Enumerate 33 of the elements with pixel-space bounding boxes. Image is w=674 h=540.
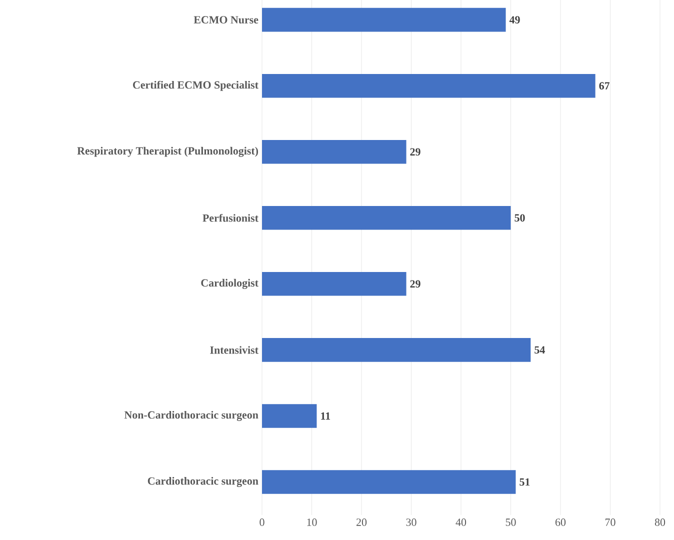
x-tick-label: 0 (260, 518, 264, 526)
x-tick-label: 40 (456, 518, 466, 526)
y-tick-label: Respiratory Therapist (Pulmonologist) (77, 146, 258, 157)
bar (262, 272, 406, 296)
y-tick-label: Perfusionist (202, 214, 258, 222)
bar (262, 338, 531, 362)
data-label: 54 (534, 346, 545, 354)
data-label: 29 (410, 148, 420, 156)
data-label: 11 (321, 412, 330, 420)
bar (262, 74, 596, 98)
y-tick-label: Certified ECMO Specialist (133, 80, 258, 91)
y-tick-label: Intensivist (210, 346, 258, 354)
bar (262, 470, 516, 494)
x-tick-label: 30 (406, 518, 416, 526)
x-tick-label: 10 (307, 518, 317, 526)
data-label: 51 (520, 478, 530, 486)
y-tick-label: Cardiothoracic surgeon (148, 476, 258, 488)
data-label: 50 (514, 214, 525, 222)
x-tick-label: 50 (506, 518, 516, 526)
x-tick-label: 60 (555, 518, 566, 526)
bar (262, 404, 317, 428)
x-tick-label: 80 (654, 518, 666, 526)
x-tick-label: 20 (356, 518, 367, 526)
data-label: 49 (509, 16, 520, 24)
bar (262, 206, 511, 230)
bar (262, 140, 406, 164)
bar (262, 8, 506, 32)
data-label: 67 (599, 82, 610, 90)
y-tick-label: Cardiologist (201, 278, 258, 289)
x-tick-label: 70 (605, 518, 616, 526)
y-tick-label: Non-Cardiothoracic surgeon (124, 410, 258, 421)
data-label: 29 (410, 280, 420, 288)
y-tick-label: ECMO Nurse (194, 16, 258, 24)
